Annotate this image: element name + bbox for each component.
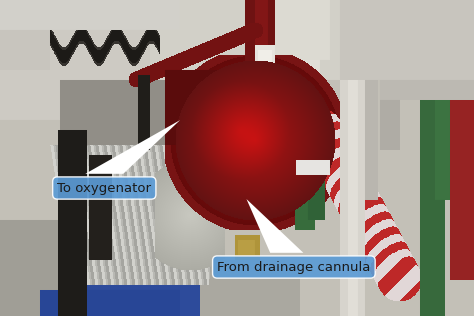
- Text: From drainage cannula: From drainage cannula: [217, 260, 371, 274]
- Text: To oxygenator: To oxygenator: [57, 181, 151, 195]
- Polygon shape: [246, 199, 303, 253]
- Polygon shape: [85, 120, 180, 174]
